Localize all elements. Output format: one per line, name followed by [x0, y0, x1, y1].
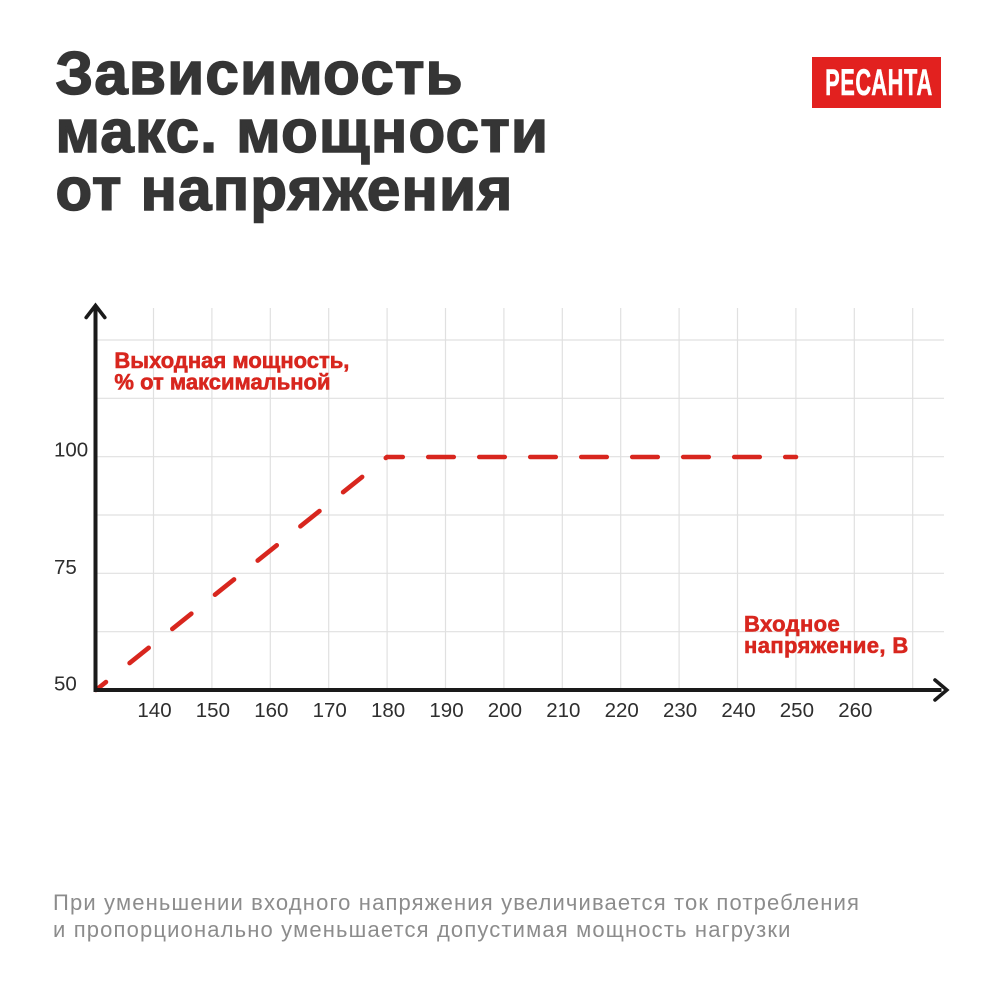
svg-text:220: 220	[605, 699, 639, 722]
svg-text:210: 210	[546, 699, 580, 722]
svg-text:240: 240	[721, 699, 755, 722]
svg-text:75: 75	[54, 556, 77, 579]
svg-text:200: 200	[488, 699, 522, 722]
svg-text:150: 150	[196, 699, 230, 722]
svg-text:100: 100	[54, 439, 88, 462]
svg-text:Выходная мощность,: Выходная мощность,	[114, 348, 349, 373]
svg-text:180: 180	[371, 699, 405, 722]
svg-text:Входное: Входное	[744, 612, 840, 637]
svg-text:% от максимальной: % от максимальной	[114, 370, 330, 395]
svg-text:140: 140	[137, 699, 171, 722]
svg-text:50: 50	[54, 673, 77, 696]
svg-text:170: 170	[313, 699, 347, 722]
svg-text:260: 260	[838, 699, 872, 722]
svg-text:напряжение, В: напряжение, В	[744, 633, 909, 658]
svg-text:190: 190	[429, 699, 463, 722]
svg-text:250: 250	[780, 699, 814, 722]
svg-text:230: 230	[663, 699, 697, 722]
svg-text:160: 160	[254, 699, 288, 722]
